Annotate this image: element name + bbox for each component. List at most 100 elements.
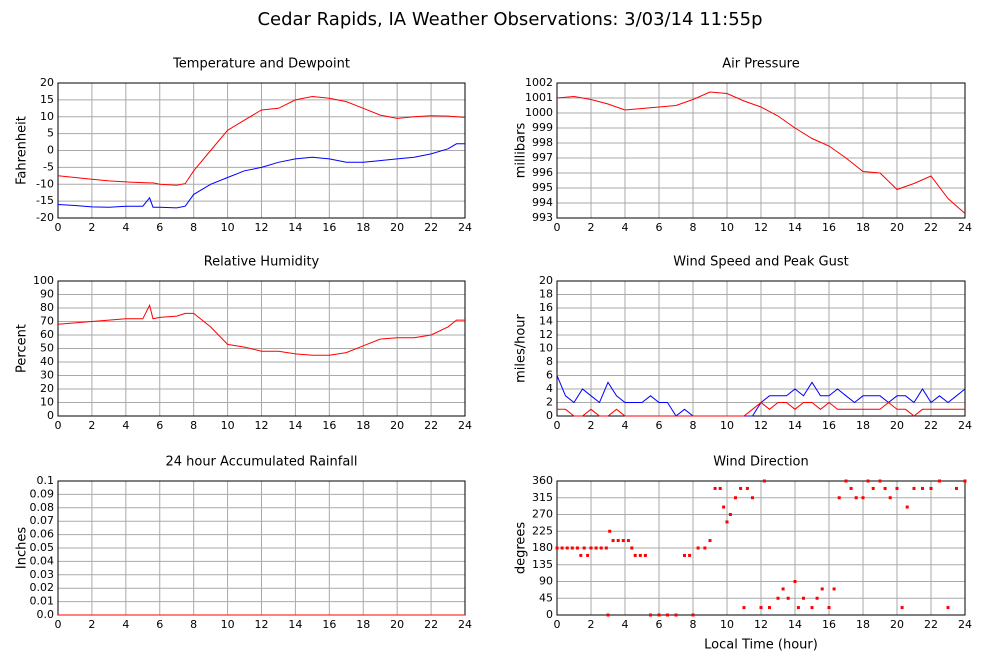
x-tick-label: 20 [890,419,904,432]
x-tick-label: 2 [88,618,95,631]
y-axis-label: Percent [15,324,30,373]
data-point [938,479,941,483]
data-point [837,496,841,500]
y-tick-label: 15 [40,93,54,106]
data-point [871,486,875,490]
data-point [616,539,620,543]
x-tick-label: 8 [690,618,697,631]
x-tick-label: 2 [88,419,95,432]
y-axis-label: Fahrenheit [15,116,30,185]
y-tick-label: -10 [36,177,54,190]
x-tick-label: 12 [255,221,269,234]
x-tick-label: 2 [588,221,595,234]
chart-title: Temperature and Dewpoint [172,57,350,72]
y-tick-label: -5 [43,160,54,173]
y-tick-label: 135 [532,558,553,571]
x-tick-label: 12 [754,419,768,432]
y-tick-label: 999 [532,121,553,134]
chart-title: Relative Humidity [204,255,320,270]
y-tick-label: 6 [546,369,553,382]
y-tick-label: 5 [47,127,54,140]
y-tick-label: 4 [546,382,553,395]
chart: Wind Direction degrees Local Time (hour) 0 2… [514,455,973,653]
y-tick-label: 100 [33,274,54,287]
x-tick-label: 14 [288,419,302,432]
y-tick-label: 0.1 [37,474,55,487]
plot-frame [57,280,466,417]
x-tick-label: 12 [754,221,768,234]
data-line [57,143,465,209]
chart-title: Wind Direction [713,455,809,470]
data-point [762,479,766,483]
x-tick-label: 0 [554,618,561,631]
data-point [666,613,669,617]
x-tick-label: 20 [390,419,404,432]
y-tick-label: 180 [532,541,553,554]
x-tick-label: 0 [554,419,561,432]
data-point [589,546,593,550]
data-point [688,553,692,557]
x-tick-label: 8 [690,419,697,432]
data-point [599,546,603,550]
x-tick-label: 12 [255,618,269,631]
data-point [912,486,916,490]
data-point [649,613,652,617]
x-tick-label: 24 [458,221,472,234]
plot-frame [556,280,966,417]
y-tick-label: 0 [546,409,553,422]
data-point [946,606,950,610]
x-tick-label: 10 [221,419,235,432]
x-tick-label: 14 [288,221,302,234]
y-tick-label: 998 [532,136,553,149]
y-tick-label: 0 [546,608,553,621]
data-point [854,496,858,500]
y-tick-label: 70 [40,315,54,328]
x-tick-label: 6 [656,221,663,234]
data-point [849,486,853,490]
y-tick-label: 1001 [525,91,553,104]
x-tick-label: 10 [221,221,235,234]
x-tick-label: 12 [754,618,768,631]
y-axis-label: degrees [514,522,529,575]
y-tick-label: 0.0 [37,608,55,621]
y-tick-label: 360 [532,474,553,487]
y-tick-label: 12 [539,328,553,341]
data-point [626,539,630,543]
data-line [557,401,965,417]
x-tick-label: 18 [356,618,370,631]
x-tick-label: 4 [122,618,129,631]
y-tick-label: 10 [40,110,54,123]
x-tick-label: 18 [856,618,870,631]
x-tick-label: 4 [122,221,129,234]
data-point [633,553,637,557]
data-point [606,613,610,617]
x-tick-label: 6 [656,419,663,432]
x-tick-label: 0 [55,419,62,432]
data-point [722,505,726,509]
data-point [575,546,579,550]
x-tick-label: 16 [322,221,336,234]
x-tick-label: 16 [822,618,836,631]
y-tick-label: 0.09 [30,487,55,500]
data-line [57,95,466,186]
x-tick-label: 10 [720,419,734,432]
y-tick-label: 0 [47,409,54,422]
x-tick-label: 16 [822,419,836,432]
data-point [696,546,700,550]
y-tick-label: 0.08 [30,501,55,514]
x-tick-label: 2 [88,221,95,234]
data-point [955,486,958,490]
y-tick-label: 10 [40,396,54,409]
chart-title: Wind Speed and Peak Gust [673,255,848,270]
y-tick-label: 90 [539,575,553,588]
data-point [751,496,754,500]
y-tick-label: 45 [539,591,553,604]
y-tick-label: 993 [532,211,553,224]
data-point [739,486,743,490]
x-tick-label: 6 [656,618,663,631]
x-tick-label: 18 [356,221,370,234]
y-tick-label: 315 [532,491,553,504]
y-tick-label: 16 [539,301,553,314]
